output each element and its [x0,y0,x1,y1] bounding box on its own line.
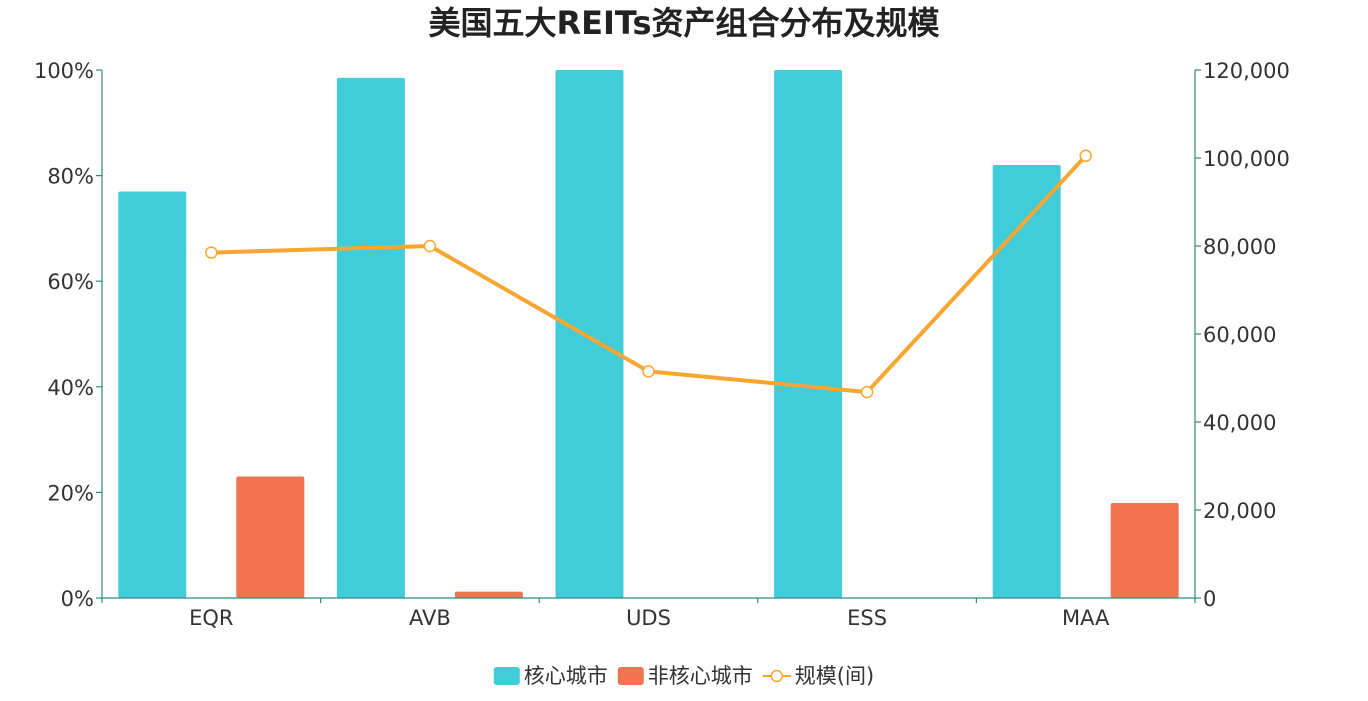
x-tick-label-EQR: EQR [189,606,233,630]
axes: 0% 20% 40% 60% 80% 100% 0 20,000 40,000 60,000 80,… [34,59,1290,630]
legend-label: 非核心城市 [648,664,753,688]
y-right-tick-label: 40,000 [1203,411,1276,435]
scale-point-UDS [642,365,655,378]
bar-core-EQR [118,191,187,598]
bar-core-MAA [992,165,1061,599]
y-left-tick-label: 20% [47,481,94,505]
legend-bar-marker [493,667,520,685]
bar-core-ESS [774,70,843,598]
legend-label: 核心城市 [524,664,608,688]
bar-noncore-EQR [236,476,305,598]
y-left-tick-label: 60% [47,270,94,294]
scale-point-EQR [205,246,218,259]
y-right-tick-label: 120,000 [1203,59,1290,83]
legend-circle-marker [770,669,784,683]
legend-label: 规模(间) [795,664,874,688]
y-left-tick-label: 0% [61,587,94,611]
bar-group [118,70,1179,599]
y-left-tick-label: 100% [34,59,94,83]
scale-point-AVB [423,239,437,253]
y-left-tick-label: 40% [47,376,94,400]
scale-point-MAA [1079,149,1092,163]
x-tick-label-UDS: UDS [626,606,671,630]
y-left-tick-label: 80% [47,165,94,189]
bar-noncore-MAA [1110,502,1179,598]
x-tick-label-ESS: ESS [847,606,887,630]
x-tick-label-MAA: MAA [1062,606,1110,630]
line-series [205,149,1092,399]
y-right-tick-label: 60,000 [1203,323,1276,347]
y-right-tick-label: 0 [1203,587,1216,611]
y-right-tick-label: 20,000 [1203,499,1276,523]
y-right-tick-label: 80,000 [1203,235,1276,259]
bar-core-AVB [336,77,405,599]
bar-core-UDS [555,70,624,598]
legend: 核心城市 非核心城市 规模(间) [493,664,874,688]
chart-title: 美国五大REITs资产组合分布及规模 [428,4,940,42]
x-tick-label-AVB: AVB [409,606,451,630]
legend-bar-marker [617,667,644,685]
bar-noncore-AVB [454,591,523,598]
scale-point-ESS [860,385,874,399]
y-right-tick-label: 100,000 [1203,147,1290,171]
